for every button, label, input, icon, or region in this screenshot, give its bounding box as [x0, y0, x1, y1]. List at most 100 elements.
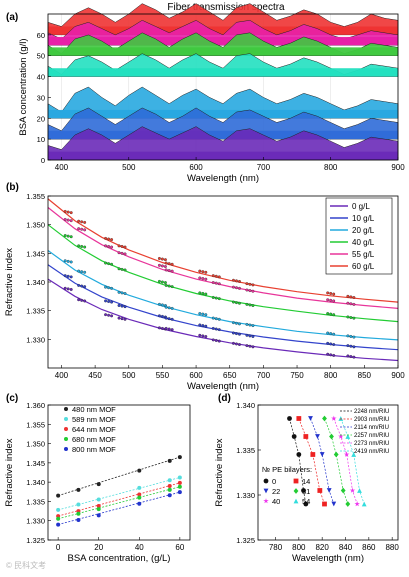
- data-point-5: [77, 219, 81, 223]
- data-point-3: [329, 312, 333, 316]
- data-point-0: [201, 334, 205, 338]
- legend-marker-d-1: [293, 478, 299, 484]
- x-tick-label-a: 500: [122, 163, 136, 172]
- data-point-4: [329, 298, 333, 302]
- x-tick-label-b: 700: [257, 371, 271, 380]
- data-point-3: [235, 301, 238, 305]
- data-point-0: [346, 354, 350, 358]
- data-point-4: [120, 251, 124, 255]
- data-point-3: [238, 301, 241, 305]
- data-point-c-1: [76, 502, 81, 507]
- legend-label-b-5: 60 g/L: [352, 262, 375, 271]
- y-tick-label-d: 1.325: [236, 536, 255, 545]
- data-point-4: [77, 227, 81, 231]
- plot-frame-d: [257, 404, 399, 541]
- data-point-1: [251, 335, 255, 338]
- data-point-0: [204, 335, 208, 338]
- data-point-d-3: [340, 487, 346, 494]
- data-point-c-3: [177, 484, 182, 489]
- panel-label-2: (c): [6, 393, 18, 404]
- data-point-3: [77, 244, 81, 248]
- data-point-4: [326, 298, 330, 302]
- x-tick-label-a: 800: [324, 163, 338, 172]
- data-point-2: [245, 322, 249, 326]
- data-point-3: [117, 267, 121, 271]
- data-point-4: [349, 302, 353, 306]
- data-point-1: [107, 300, 111, 303]
- data-point-4: [217, 282, 221, 286]
- data-point-d-4: [349, 487, 356, 493]
- legend-label-d-1: 14: [302, 477, 310, 486]
- data-point-d-3: [329, 433, 334, 440]
- data-point-d-5: [351, 452, 357, 457]
- y-tick-label-c: 1.360: [26, 401, 45, 410]
- data-point-2: [123, 292, 127, 295]
- data-point-3: [160, 280, 164, 284]
- data-point-2: [63, 259, 67, 263]
- data-point-c-1: [56, 507, 61, 512]
- y-tick-label-a: 0: [41, 156, 45, 165]
- data-point-2: [329, 332, 333, 336]
- data-point-1: [80, 284, 84, 288]
- legend-marker-d-0: [263, 478, 269, 484]
- data-point-4: [214, 281, 218, 285]
- data-point-5: [346, 294, 350, 298]
- x-tick-label-d: 820: [315, 543, 329, 552]
- data-point-0: [211, 338, 215, 342]
- data-point-0: [245, 344, 249, 348]
- y-tick-label-a: 20: [37, 114, 45, 123]
- data-point-2: [80, 270, 84, 274]
- y-tick-label-a: 60: [37, 31, 45, 40]
- legend-label-b-1: 10 g/L: [352, 214, 375, 223]
- data-point-5: [349, 295, 353, 299]
- data-point-d-4: [331, 415, 337, 421]
- data-point-2: [217, 317, 221, 321]
- data-point-1: [326, 341, 330, 345]
- x-tick-label-d: 780: [269, 543, 283, 552]
- x-tick-label-c: 60: [175, 543, 184, 552]
- data-point-d-4: [343, 451, 350, 457]
- plot-area-c: [48, 405, 190, 540]
- data-point-1: [211, 326, 215, 330]
- data-point-5: [120, 245, 124, 248]
- data-point-5: [332, 292, 336, 296]
- x-tick-label-c: 20: [94, 543, 103, 552]
- data-point-2: [198, 312, 202, 315]
- data-point-5: [214, 274, 218, 278]
- data-point-0: [198, 333, 202, 337]
- data-point-d-1: [322, 501, 327, 507]
- data-point-4: [248, 289, 252, 293]
- legend-box-b: [325, 197, 393, 275]
- data-point-0: [167, 327, 171, 331]
- x-tick-label-b: 600: [189, 371, 203, 380]
- data-point-c-2: [137, 492, 142, 497]
- data-point-c-4: [167, 493, 172, 498]
- data-point-c-1: [96, 497, 101, 502]
- data-point-1: [349, 344, 353, 348]
- data-point-4: [170, 269, 174, 273]
- data-point-0: [248, 344, 252, 348]
- y-tick-label-b: 1.340: [26, 278, 45, 287]
- data-point-1: [164, 316, 168, 320]
- data-point-4: [201, 277, 205, 281]
- legend-label-d-3: 31: [302, 487, 310, 496]
- data-point-0: [332, 353, 336, 357]
- data-point-d-1: [303, 434, 309, 439]
- data-point-1: [235, 332, 238, 336]
- data-point-0: [349, 355, 353, 358]
- data-point-0: [160, 326, 164, 330]
- data-point-d-5: [357, 488, 362, 493]
- x-tick-label-b: 900: [391, 371, 405, 380]
- data-point-4: [232, 285, 235, 289]
- x-tick-label-d: 840: [339, 543, 353, 552]
- y-tick-label-a: 30: [37, 93, 45, 102]
- data-point-0: [83, 299, 87, 303]
- data-point-0: [232, 341, 235, 345]
- legend-label-b-0: 0 g/L: [352, 202, 370, 211]
- data-point-3: [107, 262, 111, 266]
- y-tick-label-a: 50: [37, 52, 45, 61]
- data-point-2: [77, 269, 81, 273]
- data-point-c-2: [167, 484, 172, 488]
